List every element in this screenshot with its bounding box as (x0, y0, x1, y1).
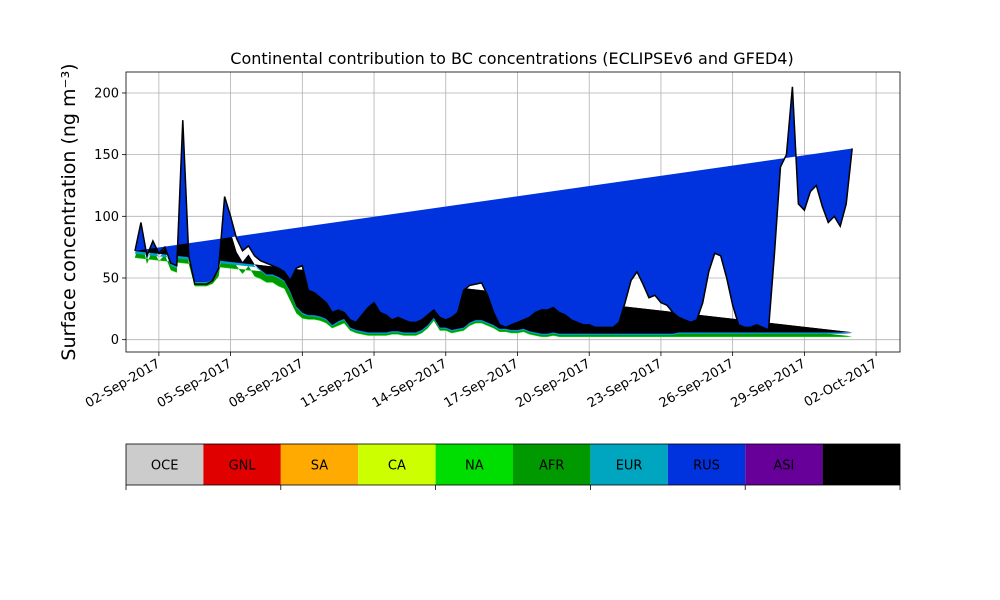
legend-swatch-na (435, 444, 513, 485)
area-series-rus-top (134, 86, 853, 330)
y-tick-label: 0 (111, 333, 119, 348)
legend-swatch-asi (745, 444, 823, 485)
legend-swatch-aus (822, 444, 900, 485)
legend-swatch-oce (126, 444, 204, 485)
y-tick-label: 50 (102, 271, 119, 286)
x-tick-label: 02-Sep-2017 (83, 356, 163, 411)
legend-label-na: NA (465, 459, 484, 474)
x-tick-label: 29-Sep-2017 (729, 356, 809, 411)
x-tick-label: 05-Sep-2017 (155, 356, 235, 411)
x-tick-label: 20-Sep-2017 (513, 356, 593, 411)
legend-label-oce: OCE (151, 459, 179, 474)
legend-frame (125, 443, 901, 486)
chart-title: Continental contribution to BC concentra… (230, 49, 793, 68)
y-tick-label: 100 (94, 210, 119, 225)
plot-frame (125, 71, 901, 353)
legend-swatch-eur (590, 444, 668, 485)
x-tick-label: 14-Sep-2017 (370, 356, 450, 411)
x-tick-label: 23-Sep-2017 (585, 356, 665, 411)
x-tick-label: 08-Sep-2017 (226, 356, 306, 411)
y-tick-label: 150 (94, 148, 119, 163)
legend-swatch-ca (358, 444, 436, 485)
legend-label-sa: SA (311, 459, 328, 474)
legend-swatch-rus (667, 444, 746, 485)
legend-label-asi: ASI (773, 459, 794, 474)
legend-swatch-sa (280, 444, 359, 485)
legend-swatch-afr (513, 444, 591, 485)
legend-label-rus: RUS (693, 459, 720, 474)
x-tick-label: 11-Sep-2017 (298, 356, 378, 411)
legend-label-ca: CA (388, 459, 406, 474)
x-tick-label: 02-Oct-2017 (802, 356, 880, 410)
y-axis-label: Surface concentration (ng m⁻³) (58, 63, 80, 360)
area-layer (134, 86, 853, 337)
legend-label-eur: EUR (616, 459, 643, 474)
legend: OCE GNL SA CA NA AFR EUR RUS ASI AUS (125, 443, 901, 490)
x-tick-label: 26-Sep-2017 (657, 356, 737, 411)
legend-swatch-gnl (203, 444, 281, 485)
legend-label-afr: AFR (539, 459, 564, 474)
y-tick-label: 200 (94, 86, 119, 101)
legend-label-aus: AUS (848, 459, 875, 474)
legend-label-gnl: GNL (229, 459, 257, 474)
total-line (134, 86, 853, 331)
x-tick-label: 17-Sep-2017 (442, 356, 522, 411)
